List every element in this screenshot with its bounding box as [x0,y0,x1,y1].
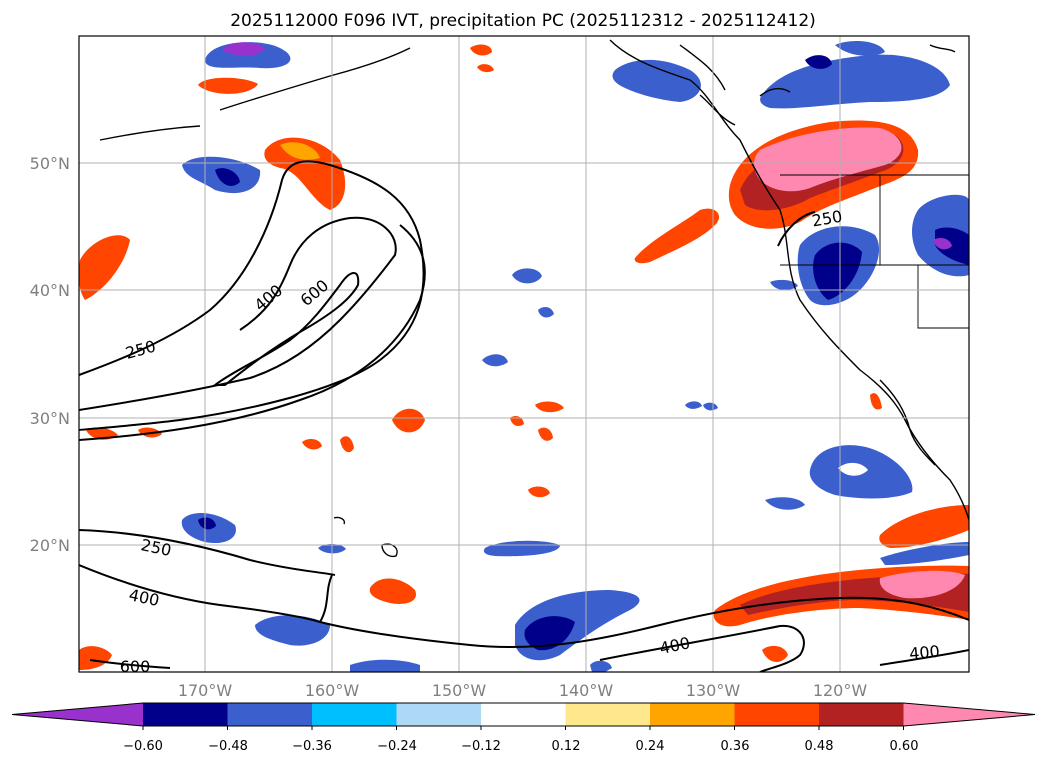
lon-label-120w: 120°W [813,681,868,700]
colorbar-tick-label: −0.36 [292,739,332,754]
colorbar-segment [143,703,228,726]
lon-label-130w: 130°W [686,681,741,700]
colorbar-extend-min [12,703,143,726]
colorbar-ticks: −0.60 −0.48 −0.36 −0.24 −0.12 0.12 0.24 … [123,739,918,754]
colorbar-tick-label: −0.12 [461,739,501,754]
colorbar-tick-label: −0.48 [208,739,248,754]
colorbar-extend-max [903,703,1035,726]
lon-label-150w: 150°W [432,681,487,700]
longitude-labels: 170°W 160°W 150°W 140°W 130°W 120°W [178,681,868,700]
colorbar-segment [650,703,735,726]
lon-label-140w: 140°W [559,681,614,700]
graticule [79,36,969,672]
lon-label-160w: 160°W [305,681,360,700]
colorbar-tick-label: −0.24 [377,739,417,754]
map-panel: 250 400 600 250 400 600 250 400 400 [78,35,970,676]
colorbar-segment [396,703,482,726]
lon-label-170w: 170°W [178,681,233,700]
lat-label-40n: 40°N [30,281,70,300]
lat-label-50n: 50°N [30,154,70,173]
contour-label-400-east: 400 [908,642,940,664]
latitude-labels: 50°N 40°N 30°N 20°N [30,154,70,555]
lat-label-20n: 20°N [30,536,70,555]
coastlines [99,39,969,558]
colorbar-segment [819,703,904,726]
colorbar-segment [312,703,397,726]
colorbar-tick-label: 0.12 [552,739,581,754]
colorbar-tick-label: 0.24 [636,739,665,754]
colorbar-segment [481,703,566,726]
colorbar-tick-label: 0.48 [805,739,834,754]
map-title: 2025112000 F096 IVT, precipitation PC (2… [230,11,816,31]
colorbar-tick-label: −0.60 [123,739,163,754]
colorbar-segment [227,703,313,726]
colorbar-tick-label: 0.36 [721,739,750,754]
precipitation-shading [79,40,969,672]
colorbar-segment [734,703,820,726]
contour-label-600-south: 600 [120,657,151,676]
colorbar-segment [565,703,651,726]
map-frame [78,35,970,673]
colorbar-tick-label: 0.60 [890,739,919,754]
state-borders [780,174,969,329]
ivt-contours [79,160,969,672]
colorbar [11,702,1036,730]
lat-label-30n: 30°N [30,409,70,428]
